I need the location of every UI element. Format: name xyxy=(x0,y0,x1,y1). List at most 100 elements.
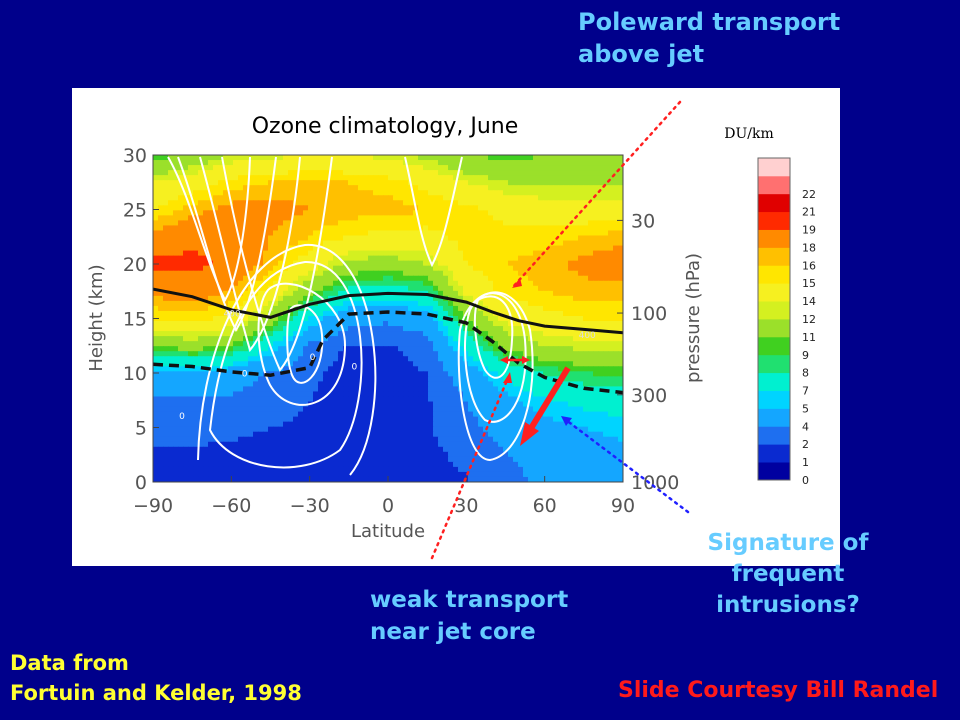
heatmap-cell xyxy=(608,321,614,327)
heatmap-cell xyxy=(438,336,444,342)
heatmap-cell xyxy=(363,250,369,257)
heatmap-cell xyxy=(333,401,339,408)
heatmap-cell xyxy=(423,300,429,307)
heatmap-cell xyxy=(528,245,534,252)
heatmap-cell xyxy=(508,160,514,166)
heatmap-cell xyxy=(538,336,544,342)
heatmap-cell xyxy=(428,351,434,357)
heatmap-cell xyxy=(353,275,359,282)
heatmap-cell xyxy=(158,300,164,307)
heatmap-cell xyxy=(233,381,239,388)
heatmap-cell xyxy=(268,250,274,257)
heatmap-cell xyxy=(483,255,489,262)
heatmap-cell xyxy=(478,275,484,282)
heatmap-cell xyxy=(608,160,614,166)
heatmap-cell xyxy=(463,401,469,408)
heatmap-cell xyxy=(293,275,299,282)
heatmap-cell xyxy=(163,215,169,221)
heatmap-cell xyxy=(173,155,179,161)
heatmap-cell xyxy=(278,346,284,352)
heatmap-cell xyxy=(278,175,284,181)
heatmap-cell xyxy=(243,351,249,357)
heatmap-cell xyxy=(228,386,234,393)
heatmap-cell xyxy=(548,210,554,216)
heatmap-cell xyxy=(458,180,464,186)
heatmap-cell xyxy=(508,190,514,196)
heatmap-cell xyxy=(158,356,164,362)
heatmap-cell xyxy=(418,331,424,337)
heatmap-cell xyxy=(453,210,459,216)
heatmap-cell xyxy=(523,285,529,292)
heatmap-cell xyxy=(338,270,344,277)
heatmap-cell xyxy=(418,376,424,382)
heatmap-cell xyxy=(403,180,409,186)
heatmap-cell xyxy=(478,225,484,232)
heatmap-cell xyxy=(593,200,599,206)
heatmap-cell xyxy=(203,285,209,292)
heatmap-cell xyxy=(358,240,364,247)
heatmap-cell xyxy=(298,416,304,423)
heatmap-cell xyxy=(363,326,369,332)
heatmap-cell xyxy=(318,160,324,166)
heatmap-cell xyxy=(613,175,619,181)
heatmap-cell xyxy=(238,275,244,282)
heatmap-cell xyxy=(313,270,319,277)
heatmap-cell xyxy=(433,416,439,423)
heatmap-cell xyxy=(378,260,384,267)
heatmap-cell xyxy=(283,195,289,201)
heatmap-cell xyxy=(288,250,294,257)
heatmap-cell xyxy=(473,200,479,206)
heatmap-cell xyxy=(468,180,474,186)
heatmap-cell xyxy=(433,396,439,403)
heatmap-cell xyxy=(498,215,504,221)
heatmap-cell xyxy=(473,376,479,382)
heatmap-cell xyxy=(298,210,304,216)
heatmap-cell xyxy=(338,376,344,382)
heatmap-cell xyxy=(588,260,594,267)
heatmap-cell xyxy=(343,351,349,357)
heatmap-cell xyxy=(483,195,489,201)
heatmap-cell xyxy=(563,200,569,206)
heatmap-cell xyxy=(523,160,529,166)
heatmap-cell xyxy=(383,165,389,171)
heatmap-cell xyxy=(168,300,174,307)
heatmap-cell xyxy=(223,300,229,307)
heatmap-cell xyxy=(273,240,279,247)
heatmap-cell xyxy=(243,295,249,302)
heatmap-cell xyxy=(483,411,489,418)
heatmap-cell xyxy=(218,155,224,161)
heatmap-cell xyxy=(373,280,379,287)
heatmap-cell xyxy=(263,180,269,186)
heatmap-cell xyxy=(563,170,569,176)
heatmap-cell xyxy=(353,371,359,377)
heatmap-cell xyxy=(248,396,254,403)
heatmap-cell xyxy=(613,326,619,332)
heatmap-cell xyxy=(513,371,519,377)
heatmap-cell xyxy=(348,195,354,201)
heatmap-cell xyxy=(598,155,604,161)
heatmap-cell xyxy=(603,175,609,181)
heatmap-cell xyxy=(418,371,424,377)
heatmap-cell xyxy=(183,416,189,423)
heatmap-cell xyxy=(603,230,609,237)
heatmap-cell xyxy=(378,295,384,302)
heatmap-cell xyxy=(283,180,289,186)
heatmap-cell xyxy=(288,361,294,367)
heatmap-cell xyxy=(443,341,449,347)
heatmap-cell xyxy=(373,230,379,237)
heatmap-cell xyxy=(208,411,214,418)
heatmap-cell xyxy=(458,255,464,262)
heatmap-cell xyxy=(423,155,429,161)
heatmap-cell xyxy=(473,240,479,247)
heatmap-cell xyxy=(303,235,309,242)
heatmap-cell xyxy=(478,200,484,206)
heatmap-cell xyxy=(543,175,549,181)
heatmap-cell xyxy=(313,411,319,418)
heatmap-cell xyxy=(233,386,239,393)
heatmap-cell xyxy=(443,235,449,242)
heatmap-cell xyxy=(188,305,194,312)
heatmap-cell xyxy=(338,225,344,232)
heatmap-cell xyxy=(493,391,499,398)
heatmap-cell xyxy=(183,270,189,277)
heatmap-cell xyxy=(518,411,524,418)
